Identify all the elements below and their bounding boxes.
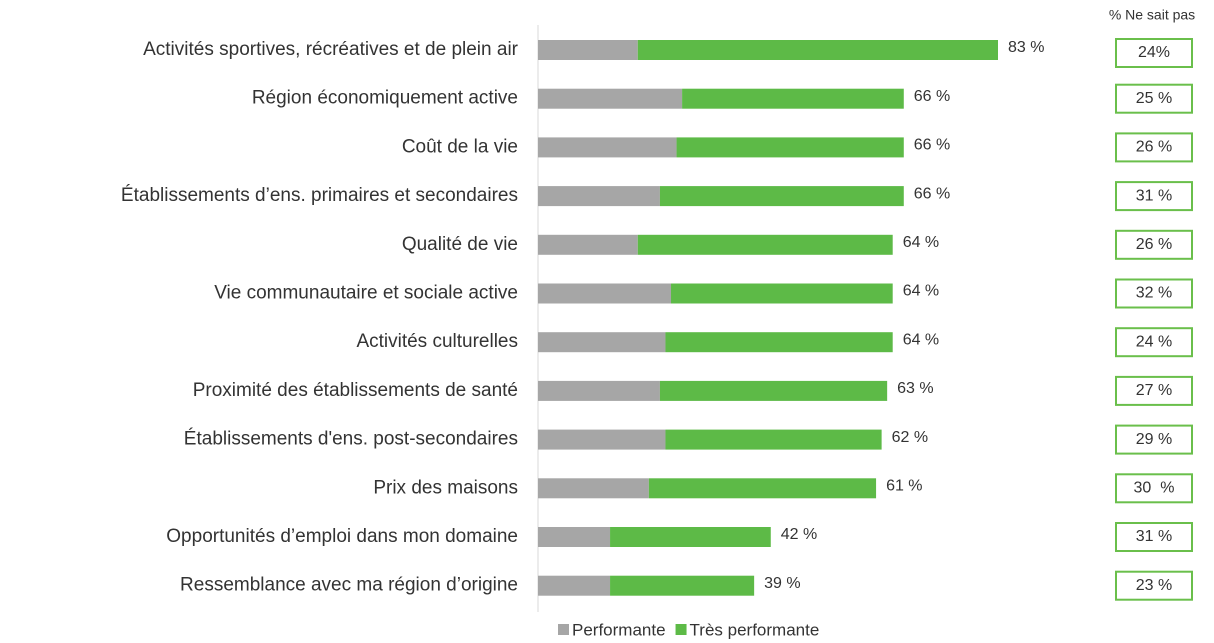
total-label: 42 %	[781, 526, 817, 543]
bar-segment	[610, 527, 771, 547]
total-label: 66 %	[914, 185, 950, 202]
bar-segment	[538, 575, 611, 596]
legend-label: Très performante	[690, 620, 820, 639]
dont-know-label: 26 %	[1136, 236, 1172, 253]
legend-swatch	[558, 624, 569, 635]
bar-segment	[538, 40, 638, 60]
bar-segment	[659, 186, 904, 207]
legend-swatch	[675, 624, 687, 635]
bar-segment	[648, 478, 877, 499]
category-label: Opportunités d’emploi dans mon domaine	[166, 526, 518, 547]
bar-segment	[538, 234, 638, 255]
total-label: 62 %	[892, 429, 928, 446]
total-label: 83 %	[1008, 39, 1044, 56]
bar-segment	[538, 283, 672, 304]
bar-segment	[538, 186, 660, 207]
bar-segment	[538, 429, 666, 450]
bar-segment	[671, 283, 893, 304]
legend-label: Performante	[572, 620, 666, 639]
bar-segment	[538, 332, 666, 353]
dont-know-box	[1115, 132, 1193, 163]
dont-know-box	[1115, 229, 1193, 260]
dont-know-label: 25 %	[1136, 90, 1172, 107]
total-label: 39 %	[764, 575, 800, 592]
dont-know-label: 32 %	[1136, 285, 1172, 302]
bar-segment	[538, 478, 649, 499]
dont-know-box	[1115, 83, 1193, 114]
bar-segment	[682, 88, 904, 109]
dont-know-label: 24%	[1138, 44, 1170, 61]
dont-know-label: 31 %	[1136, 187, 1172, 204]
category-label: Vie communautaire et sociale active	[214, 283, 518, 304]
dont-know-label: 31 %	[1136, 528, 1172, 545]
category-label: Activités culturelles	[356, 331, 518, 352]
bar-segment	[676, 137, 904, 158]
category-label: Proximité des établissements de santé	[193, 380, 518, 401]
bar-segment	[538, 380, 660, 401]
category-label: Établissements d’ens. primaires et secon…	[121, 185, 518, 206]
dont-know-box	[1115, 570, 1193, 601]
dont-know-label: 23 %	[1136, 577, 1172, 594]
total-label: 64 %	[903, 331, 939, 348]
dont-know-box	[1115, 473, 1193, 504]
dont-know-label: 29 %	[1136, 431, 1172, 448]
bar-segment	[665, 429, 882, 450]
dont-know-label: 27 %	[1136, 382, 1172, 399]
category-label: Établissements d'ens. post-secondaires	[184, 429, 518, 450]
total-label: 64 %	[903, 234, 939, 251]
dont-know-box	[1115, 38, 1193, 68]
bar-segment	[637, 234, 893, 255]
total-label: 64 %	[903, 283, 939, 300]
bar-segment	[538, 527, 611, 547]
category-label: Ressemblance avec ma région d’origine	[180, 575, 518, 596]
dont-know-box	[1115, 522, 1193, 552]
category-label: Prix des maisons	[373, 477, 518, 498]
bar-segment	[538, 88, 683, 109]
dont-know-box	[1115, 424, 1193, 455]
category-label: Région économiquement active	[252, 88, 518, 109]
dont-know-label: 26 %	[1136, 139, 1172, 156]
bar-segment	[610, 575, 755, 596]
total-label: 66 %	[914, 88, 950, 105]
total-label: 61 %	[886, 478, 922, 495]
bar-segment	[659, 380, 888, 401]
total-label: 66 %	[914, 137, 950, 154]
category-label: Coût de la vie	[402, 136, 518, 157]
dont-know-label: 30 %	[1134, 480, 1175, 497]
dont-know-box	[1115, 181, 1193, 212]
dont-know-box	[1115, 278, 1193, 309]
category-label: Qualité de vie	[402, 234, 518, 255]
dont-know-label: 24 %	[1136, 333, 1172, 350]
bar-segment	[637, 40, 998, 60]
bar-segment	[665, 332, 893, 353]
category-label: Activités sportives, récréatives et de p…	[143, 39, 519, 60]
dont-know-box	[1115, 327, 1193, 358]
bar-segment	[538, 137, 677, 158]
dont-know-title: % Ne sait pas	[1109, 7, 1195, 23]
total-label: 63 %	[897, 380, 933, 397]
dont-know-box	[1115, 375, 1193, 406]
